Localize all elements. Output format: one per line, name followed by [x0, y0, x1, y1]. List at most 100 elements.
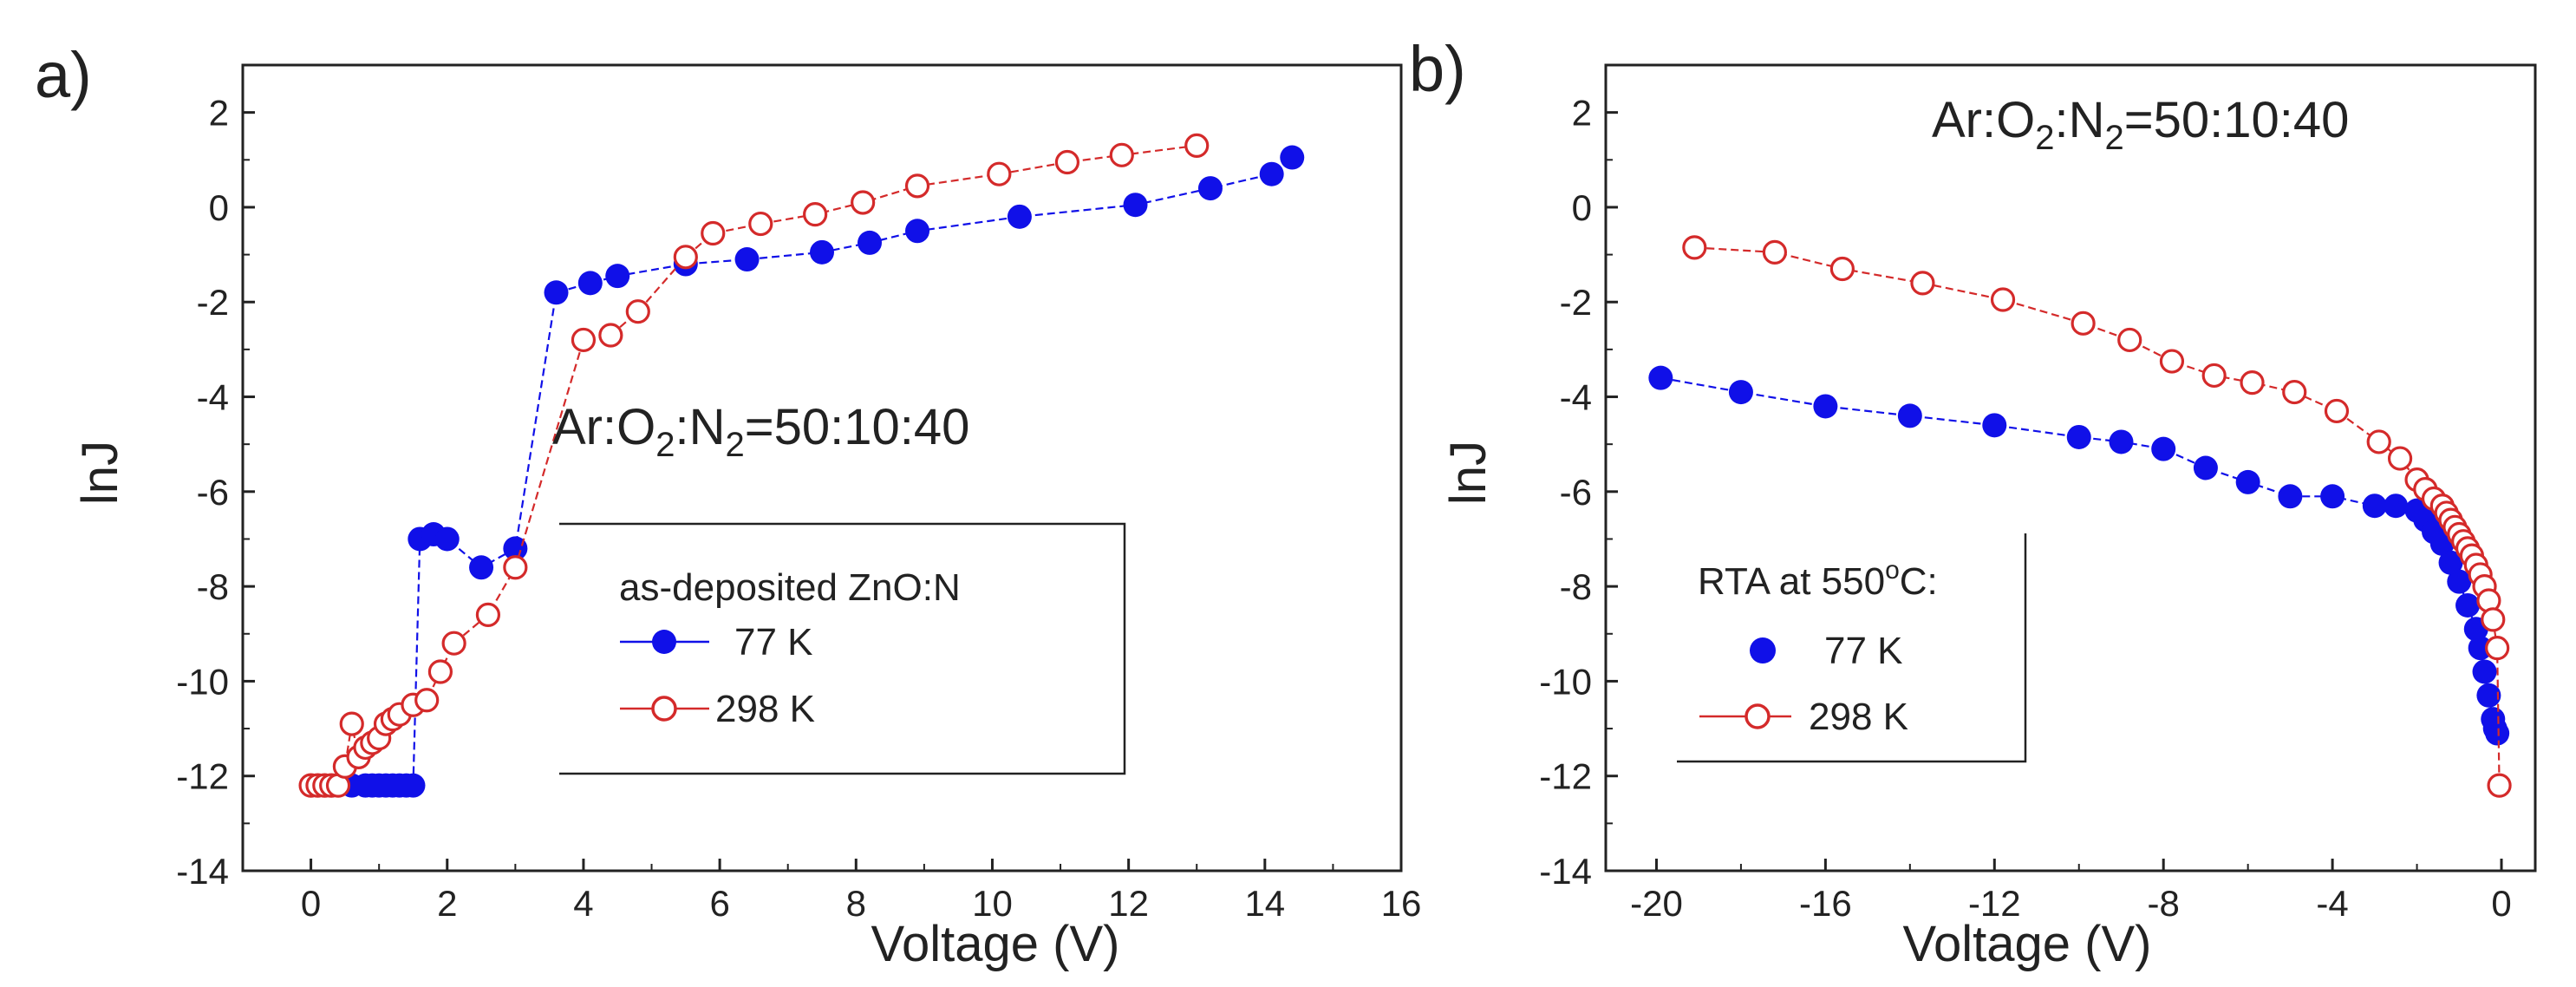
legend-title-a: as-deposited ZnO:N	[619, 566, 961, 609]
point-298k-b-11	[2324, 398, 2350, 424]
y-tick-label-a-8: 2	[209, 93, 229, 134]
point-298k-b-7	[2159, 349, 2185, 374]
point-77k-b-23	[2472, 659, 2497, 684]
point-77k-b-10	[2278, 484, 2303, 509]
point-298k-a-27	[851, 190, 876, 215]
x-tick-label-a-1: 2	[437, 883, 457, 924]
x-tick-label-a-5: 10	[972, 883, 1013, 924]
point-298k-b-10	[2282, 379, 2307, 405]
point-298k-a-24	[701, 220, 726, 246]
point-298k-b-3	[1910, 271, 1935, 296]
point-77k-b-27	[2485, 721, 2510, 746]
point-77k-a-11	[434, 526, 460, 552]
point-77k-b-7	[2151, 436, 2176, 461]
point-77k-b-8	[2193, 455, 2218, 480]
legend-b: RTA at 550oC: 77 K 298 K	[1677, 533, 2027, 763]
plot-frame-b	[1604, 63, 2537, 873]
point-77k-b-6	[2109, 429, 2134, 454]
point-298k-a-16	[427, 659, 453, 684]
point-77k-a-21	[905, 219, 930, 244]
point-298k-b-6	[2117, 327, 2142, 353]
y-tick-label-a-1: -12	[176, 756, 229, 797]
y-tick-label-a-4: -6	[197, 472, 229, 513]
point-298k-b-0	[1682, 235, 1707, 260]
legend-a: as-deposited ZnO:N 77 K 298 K	[559, 522, 1126, 775]
x-tick-label-b-4: -4	[2316, 883, 2348, 924]
x-axis-title-b: Voltage (V)	[1903, 916, 2152, 972]
y-tick-label-b-4: -6	[1560, 472, 1592, 513]
point-298k-b-2	[1829, 256, 1855, 282]
x-tick-label-a-4: 8	[846, 883, 866, 924]
legend-title-b: RTA at 550oC:	[1698, 556, 1938, 603]
axes-b	[1604, 63, 2537, 873]
point-77k-b-24	[2476, 683, 2501, 708]
y-tick-label-a-5: -4	[197, 377, 229, 418]
y-tick-label-a-0: -14	[176, 851, 229, 892]
point-298k-b-4	[1990, 287, 2016, 312]
x-tick-label-b-5: 0	[2491, 883, 2511, 924]
point-77k-a-24	[1197, 176, 1223, 201]
panel-label-b: b)	[1409, 33, 1466, 105]
point-298k-a-19	[503, 555, 528, 580]
point-298k-a-20	[571, 327, 597, 353]
point-298k-a-21	[598, 323, 623, 348]
point-298k-b-30	[2485, 636, 2510, 661]
point-77k-a-18	[734, 247, 760, 272]
point-77k-a-19	[810, 239, 834, 265]
point-77k-a-16	[605, 264, 630, 289]
panel-label-a: a)	[35, 39, 92, 111]
legend-label-77k-a: 77 K	[734, 621, 813, 663]
legend-marker-298k-a	[651, 696, 677, 722]
point-298k-a-18	[475, 602, 501, 628]
panel-a: a) 0 2 4 6 8 10 12 14 16 -14 -12 -10 -8 -6 -4 -2 0 2 Volt…	[35, 39, 1421, 972]
point-77k-a-15	[577, 271, 603, 296]
point-77k-b-19	[2447, 569, 2472, 594]
series-b	[1648, 235, 2512, 798]
point-298k-a-22	[625, 299, 650, 324]
x-tick-label-b-3: -8	[2148, 883, 2180, 924]
x-tick-label-b-0: -20	[1630, 883, 1683, 924]
x-tick-label-a-2: 4	[573, 883, 593, 924]
x-tick-label-a-7: 14	[1244, 883, 1285, 924]
point-298k-a-31	[1109, 142, 1134, 167]
annotation-b: Ar:O2:N2=50:10:40	[1932, 92, 2349, 157]
y-tick-label-a-2: -10	[176, 661, 229, 702]
legend-marker-298k-b	[1745, 703, 1771, 729]
point-298k-b-31	[2487, 773, 2512, 798]
series-a	[298, 133, 1305, 798]
point-298k-b-1	[1762, 239, 1788, 265]
point-298k-a-6	[339, 711, 364, 736]
point-77k-a-12	[469, 555, 494, 580]
point-77k-b-20	[2455, 592, 2481, 618]
point-77k-a-26	[1280, 145, 1305, 170]
legend-marker-77k-a	[652, 630, 676, 654]
plot-frame-a	[241, 63, 1403, 873]
x-axis-title-a: Voltage (V)	[871, 916, 1120, 972]
x-tick-label-b-2: -12	[1968, 883, 2021, 924]
y-tick-label-b-0: -14	[1539, 851, 1592, 892]
point-298k-b-29	[2481, 607, 2506, 632]
panel-b: b) -20 -16 -12 -8 -4 0-14-12-10-8-6-4-202 Vol…	[1409, 33, 2537, 972]
ticks-a: 0 2 4 6 8 10 12 14 16 -14 -12 -10 -8 -6 -4 -2 0 2	[176, 93, 1421, 924]
y-tick-label-b-6: -2	[1560, 282, 1592, 323]
point-298k-a-32	[1184, 133, 1210, 158]
point-77k-a-25	[1259, 161, 1284, 186]
point-298k-b-9	[2240, 370, 2265, 395]
y-tick-label-a-3: -8	[197, 566, 229, 607]
point-298k-a-26	[803, 202, 828, 227]
point-77k-b-3	[1897, 403, 1922, 428]
point-77k-a-22	[1007, 204, 1032, 229]
point-298k-a-23	[673, 245, 698, 270]
x-tick-label-a-3: 6	[709, 883, 729, 924]
point-77k-b-5	[2066, 424, 2091, 449]
point-77k-b-12	[2362, 494, 2387, 519]
point-77k-b-13	[2384, 494, 2409, 519]
y-axis-title-b: lnJ	[1440, 441, 1497, 505]
point-77k-a-14	[544, 280, 569, 305]
point-298k-a-29	[987, 161, 1012, 186]
y-tick-label-b-2: -10	[1539, 661, 1592, 702]
y-tick-label-a-6: -2	[197, 282, 229, 323]
point-298k-b-5	[2071, 310, 2096, 336]
x-tick-label-b-1: -16	[1799, 883, 1852, 924]
